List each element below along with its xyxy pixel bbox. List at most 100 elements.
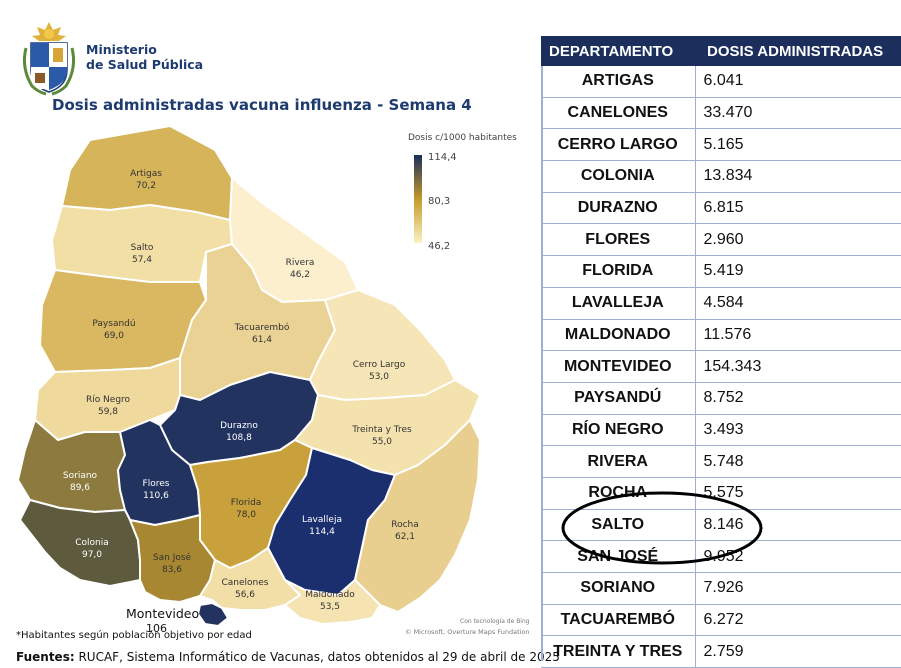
table-row: CERRO LARGO 5.165: [541, 128, 901, 162]
department-label-rio-negro: Río Negro: [86, 395, 131, 405]
department-cell: LAVALLEJA: [541, 287, 696, 320]
department-montevideo: [197, 602, 229, 627]
department-value-canelones: 56,6: [235, 590, 255, 600]
department-value-colonia: 97,0: [82, 550, 102, 560]
doses-table-wrap: DEPARTAMENTO DOSIS ADMINISTRADAS ARTIGAS…: [541, 36, 901, 668]
doses-cell: 8.146: [695, 509, 901, 542]
department-value-rivera: 46,2: [290, 270, 310, 280]
table-row: CANELONES 33.470: [541, 97, 901, 130]
department-cell: FLORES: [541, 223, 696, 257]
table-row: COLONIA 13.834: [541, 160, 901, 193]
legend-title: Dosis c/1000 habitantes: [408, 133, 517, 143]
doses-cell: 6.815: [695, 192, 901, 225]
department-value-rio-negro: 59,8: [98, 407, 118, 417]
table-row: SORIANO 7.926: [541, 572, 901, 605]
department-value-salto: 57,4: [132, 255, 152, 265]
ministry-name: Ministerio de Salud Pública: [86, 42, 203, 72]
department-value-rocha: 62,1: [395, 532, 415, 542]
map-credit-line-1: Con tecnología de Bing: [460, 618, 530, 625]
map-credit-line-2: © Microsoft, Overture Maps Fundation: [405, 628, 530, 636]
department-label-rocha: Rocha: [391, 520, 419, 530]
table-row: MALDONADO 11.576: [541, 319, 901, 352]
doses-cell: 5.575: [695, 477, 901, 510]
department-maldonado: [284, 579, 381, 625]
department-cerro-largo: [309, 289, 456, 401]
table-row: FLORIDA 5.419: [541, 255, 901, 288]
legend-mid: 80,3: [428, 196, 451, 207]
doses-cell: 6.272: [695, 604, 901, 637]
department-cell: CERRO LARGO: [541, 128, 696, 162]
department-rocha: [354, 419, 481, 613]
doses-cell: 154.343: [695, 350, 901, 383]
department-cell: SAN JOSÉ: [541, 540, 696, 573]
department-label-durazno: Durazno: [220, 421, 258, 431]
department-cell: COLONIA: [541, 160, 696, 193]
doses-cell: 5.419: [695, 255, 901, 288]
uruguay-map: Artigas 70,2 Salto 57,4 Rivera 46,2 Paysandú 69…: [17, 125, 481, 627]
department-label-treinta-y-tres: Treinta y Tres: [351, 425, 412, 435]
doses-cell: 8.752: [695, 382, 901, 415]
table-row: TACUAREMBÓ 6.272: [541, 604, 901, 637]
department-cell: CANELONES: [541, 97, 696, 130]
table-row: ARTIGAS 6.041: [541, 66, 901, 98]
doses-table: DEPARTAMENTO DOSIS ADMINISTRADAS ARTIGAS…: [541, 36, 901, 668]
department-label-canelones: Canelones: [222, 578, 269, 588]
department-value-cerro-largo: 53,0: [369, 372, 389, 382]
department-label-san-jose: San José: [153, 552, 192, 563]
doses-cell: 9.952: [695, 540, 901, 573]
department-cell: SORIANO: [541, 572, 696, 605]
column-header-department: DEPARTAMENTO: [541, 36, 695, 66]
montevideo-value: 106: [146, 622, 167, 635]
department-label-rivera: Rivera: [286, 258, 315, 268]
sources-text: RUCAF, Sistema Informático de Vacunas, d…: [78, 650, 560, 664]
table-row: FLORES 2.960: [541, 223, 901, 257]
doses-cell: 3.493: [695, 414, 901, 447]
doses-cell: 4.584: [695, 287, 901, 320]
department-label-florida: Florida: [231, 498, 262, 508]
doses-cell: 5.748: [695, 445, 901, 478]
department-cell: RIVERA: [541, 445, 696, 478]
footnote: *Habitantes según población objetivo por…: [16, 630, 252, 641]
department-label-lavalleja: Lavalleja: [302, 515, 342, 525]
department-value-durazno: 108,8: [226, 433, 252, 443]
department-label-colonia: Colonia: [75, 538, 109, 548]
department-value-tacuarembo: 61,4: [252, 335, 272, 345]
department-cell: TREINTA Y TRES: [541, 635, 696, 668]
department-cell: RÍO NEGRO: [541, 414, 696, 447]
department-value-soriano: 89,6: [70, 483, 90, 493]
highlight-circle: [561, 491, 763, 565]
doses-cell: 2.759: [695, 635, 901, 668]
montevideo-label: Montevideo: [126, 606, 200, 621]
ministry-line-1: Ministerio: [86, 42, 157, 57]
department-cell: MONTEVIDEO: [541, 350, 696, 383]
table-row: RIVERA 5.748: [541, 445, 901, 478]
doses-cell: 13.834: [695, 160, 901, 193]
table-row: TREINTA Y TRES 2.759: [541, 635, 901, 668]
legend-color-bar: [414, 155, 422, 243]
department-value-florida: 78,0: [236, 510, 256, 520]
doses-cell: 6.041: [695, 66, 901, 98]
doses-cell: 2.960: [695, 223, 901, 257]
table-row: SAN JOSÉ 9.952: [541, 540, 901, 573]
sources-line: Fuentes: RUCAF, Sistema Informático de V…: [16, 650, 560, 664]
table-row: PAYSANDÚ 8.752: [541, 382, 901, 415]
doses-cell: 5.165: [695, 128, 901, 162]
table-header-row: DEPARTAMENTO DOSIS ADMINISTRADAS: [541, 36, 901, 66]
department-cell: FLORIDA: [541, 255, 696, 288]
department-value-flores: 110,6: [143, 491, 169, 501]
department-value-san-jose: 83,6: [162, 565, 182, 575]
department-cell: ROCHA: [541, 477, 696, 510]
department-value-lavalleja: 114,4: [309, 527, 335, 537]
ministry-line-2: de Salud Pública: [86, 57, 204, 72]
table-row: MONTEVIDEO 154.343: [541, 350, 901, 383]
department-label-maldonado: Maldonado: [305, 590, 355, 600]
department-value-maldonado: 53,5: [320, 602, 340, 612]
map-panel: Ministerio de Salud Pública Dosis admini…: [16, 22, 560, 664]
department-cell: MALDONADO: [541, 319, 696, 352]
department-value-artigas: 70,2: [136, 181, 156, 191]
department-canelones: [199, 547, 301, 611]
map-legend: Dosis c/1000 habitantes 114,4 80,3 46,2: [408, 133, 538, 263]
department-label-flores: Flores: [143, 479, 170, 489]
legend-max: 114,4: [428, 152, 457, 163]
table-row: SALTO 8.146: [541, 509, 901, 542]
